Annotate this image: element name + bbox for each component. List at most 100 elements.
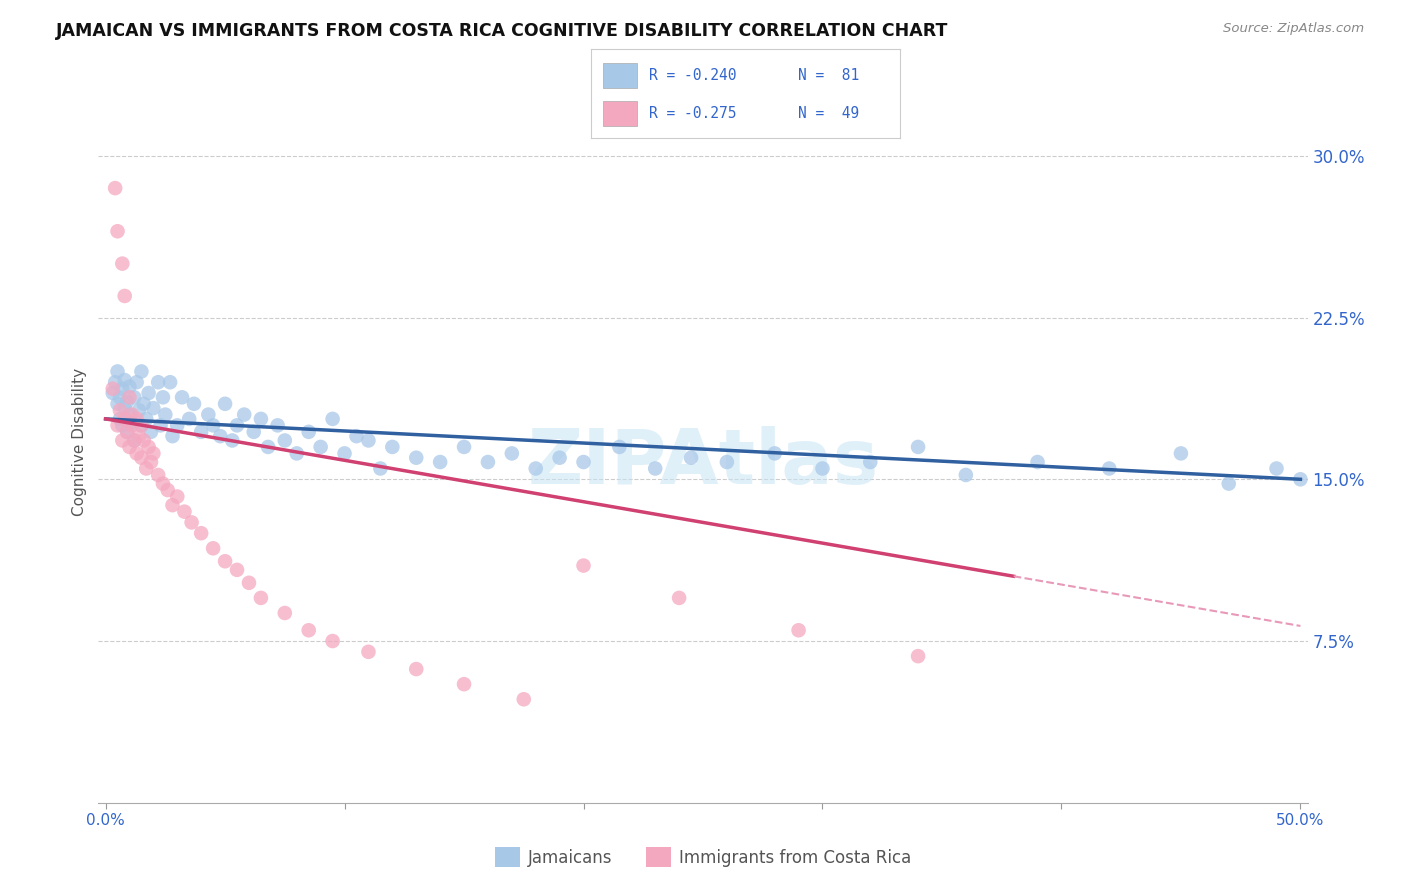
Point [139,425,162,439]
Point [122,434,145,448]
Point [202,541,225,556]
Point [121,408,143,422]
Point [609,440,631,454]
Point [115,425,138,439]
Point [115,425,138,439]
Point [955,467,977,482]
Point [346,429,368,443]
Point [453,677,475,691]
Point [266,418,288,433]
Point [114,401,136,416]
Point [146,376,169,390]
Point [668,591,690,605]
Point [214,397,236,411]
Text: R = -0.275: R = -0.275 [650,106,737,120]
Text: Source: ZipAtlas.com: Source: ZipAtlas.com [1223,22,1364,36]
Point [907,649,929,664]
Point [101,386,124,401]
Point [166,418,188,433]
Point [548,450,571,465]
Point [716,455,738,469]
Text: JAMAICAN VS IMMIGRANTS FROM COSTA RICA COGNITIVE DISABILITY CORRELATION CHART: JAMAICAN VS IMMIGRANTS FROM COSTA RICA C… [56,22,949,40]
Point [1218,476,1240,491]
Point [322,412,344,426]
Point [131,418,153,433]
Point [274,434,297,448]
Point [166,490,188,504]
Point [357,434,380,448]
Text: N =  49: N = 49 [797,106,859,120]
Point [121,418,143,433]
Point [257,440,280,454]
Point [183,397,205,411]
Point [122,390,145,404]
Point [572,558,595,573]
Point [180,516,202,530]
Point [156,483,179,497]
Point [114,289,136,303]
Point [309,440,332,454]
Point [1289,472,1312,486]
Point [811,461,834,475]
Point [429,455,451,469]
Point [572,455,595,469]
Point [250,412,273,426]
Point [907,440,929,454]
Point [111,418,134,433]
Point [405,450,427,465]
Point [681,450,703,465]
Point [132,434,155,448]
Point [132,397,155,411]
Point [274,606,297,620]
Point [221,434,243,448]
Point [152,390,174,404]
Point [170,390,193,404]
Point [477,455,499,469]
Point [173,505,195,519]
Bar [603,63,637,88]
Point [118,440,141,454]
Point [1265,461,1288,475]
Point [128,403,150,417]
Point [238,575,260,590]
Point [513,692,536,706]
Point [357,645,380,659]
Point [138,440,160,454]
Point [190,526,212,541]
Point [285,446,308,460]
Point [107,364,129,378]
Text: R = -0.240: R = -0.240 [650,69,737,83]
Text: N =  81: N = 81 [797,69,859,83]
Point [162,429,184,443]
Point [114,373,136,387]
Point [114,412,136,426]
Point [142,446,165,460]
Point [226,563,249,577]
Point [108,412,131,426]
Y-axis label: Cognitive Disability: Cognitive Disability [72,368,87,516]
Point [131,418,153,433]
Point [190,425,212,439]
Point [1170,446,1192,460]
Point [111,382,134,396]
Point [405,662,427,676]
Point [135,412,157,426]
Point [122,434,145,448]
Point [298,624,321,638]
Point [209,429,232,443]
Point [115,394,138,409]
Point [121,416,143,430]
Point [1026,455,1049,469]
Point [322,634,344,648]
Point [125,412,148,426]
Point [242,425,264,439]
Point [118,408,141,422]
Point [118,379,141,393]
Point [159,376,181,390]
Point [763,446,786,460]
Point [131,364,153,378]
Point [501,446,523,460]
Point [135,461,157,475]
Point [149,418,172,433]
Point [155,408,177,422]
